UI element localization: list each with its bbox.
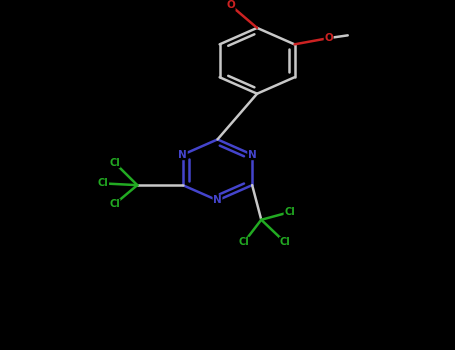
- Text: N: N: [178, 150, 187, 160]
- Text: N: N: [248, 150, 257, 160]
- Text: O: O: [324, 33, 333, 43]
- Text: O: O: [226, 0, 235, 10]
- Text: Cl: Cl: [238, 237, 249, 247]
- Text: N: N: [213, 195, 222, 205]
- Text: Cl: Cl: [279, 237, 290, 247]
- Text: Cl: Cl: [98, 178, 109, 188]
- Text: Cl: Cl: [284, 207, 295, 217]
- Text: Cl: Cl: [109, 158, 120, 168]
- Text: Cl: Cl: [109, 199, 120, 209]
